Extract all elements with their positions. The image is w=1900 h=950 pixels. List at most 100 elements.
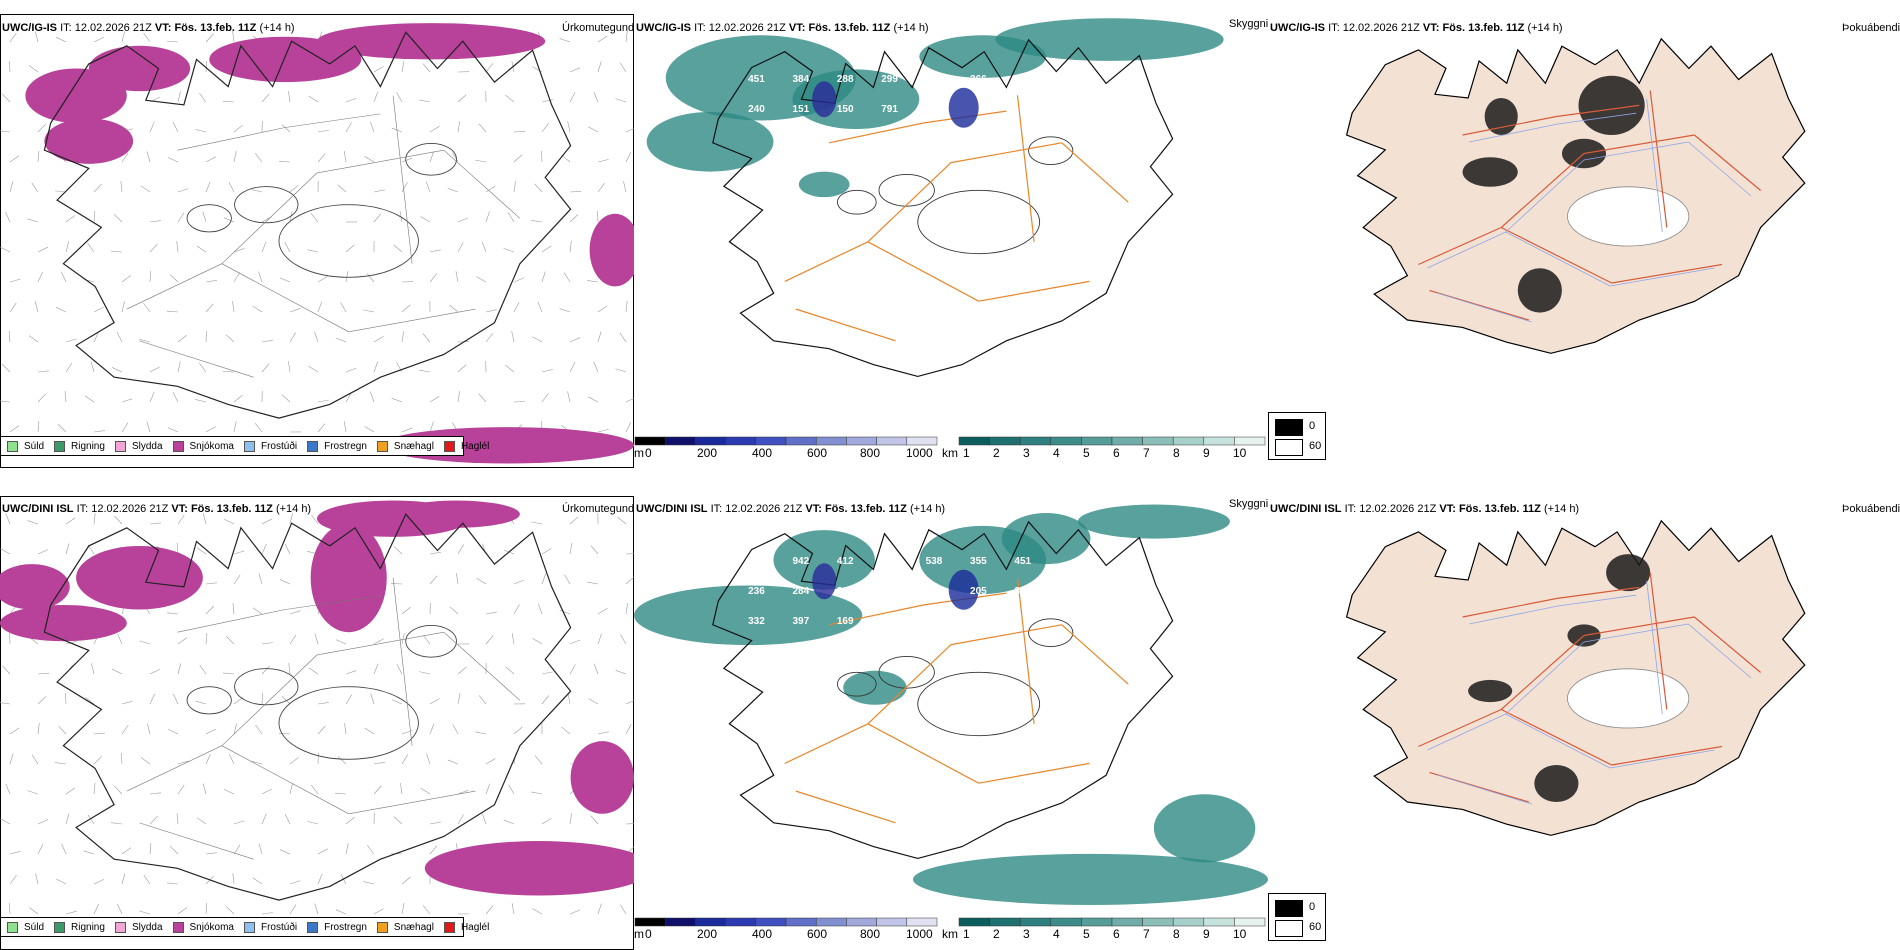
precip-type-panel-bottom [0,496,634,950]
lead-time: (+14 h) [1543,503,1580,515]
wind-barb [37,723,40,735]
wind-barb [422,63,431,73]
wind-barb [335,337,347,343]
panel-title-fog-bottom: Þokuábendi [1842,503,1900,515]
wind-barb [314,633,319,645]
colorbar-segment [958,917,990,927]
ceiling-colorbar-bottom [634,917,938,927]
wind-barb [172,392,179,403]
wind-barb [5,513,11,525]
wind-barb [279,579,291,585]
road-line [828,122,924,144]
wind-barb [205,181,211,193]
wind-barb [177,637,188,645]
valid-label: VT: [805,503,822,515]
wind-barb [625,152,632,163]
road-line [1611,263,1723,284]
wind-barb [121,724,129,735]
legend-label: Frostúði [260,921,298,933]
wind-barb [93,513,96,525]
wind-barb [429,421,434,433]
visibility-unit: km [942,927,958,941]
glacier-area [1567,186,1690,247]
wind-barb [564,574,571,585]
road-line [348,308,476,333]
wind-barb [172,122,179,133]
wind-barb [429,723,435,735]
wind-barb [37,393,46,403]
fog-map-bottom [1345,519,1806,836]
wind-barb [366,273,375,283]
wind-barb [307,249,319,253]
wind-barb [478,695,487,705]
wind-barb [93,211,96,223]
wind-barb [422,333,431,343]
wind-barb [58,725,67,735]
glacier-outline [917,189,1041,255]
wind-barb [569,214,579,223]
wind-barb [121,152,129,163]
wind-barb [223,789,235,795]
low-ceiling-cell [812,81,837,118]
wind-barb [233,151,237,163]
lead-time: (+14 h) [275,503,312,515]
road-line [1437,292,1532,323]
wind-barb [532,336,543,343]
wind-barb [420,787,431,795]
wind-barb [205,60,207,73]
iceland-outline [1345,519,1806,836]
wind-barb [559,609,571,615]
road-line [1437,774,1532,805]
wind-barb [534,183,543,193]
fog-legend-label: 0 [1309,420,1316,432]
legend-swatch [7,921,18,933]
iceland-outline [712,38,1174,378]
wind-barb [625,421,632,433]
wind-barb [91,663,95,675]
wind-barb [422,905,431,915]
visibility-value-label: 126 [1014,74,1031,85]
fog-swatch [1275,900,1303,917]
wind-barb [83,850,95,855]
visibility-value-label: 538 [926,556,943,567]
wind-barb [55,190,67,193]
wind-barb [177,188,189,193]
wind-barb [541,99,553,103]
wind-barb [485,309,497,313]
panel-header-fog-top: UWC/IG-IS IT: 12.02.2026 21Z VT: Fös. 13… [1270,22,1563,35]
wind-barb [261,543,267,555]
legend-swatch [114,921,126,933]
wind-barb [513,302,520,313]
wind-barb [177,907,188,915]
road-line [1556,586,1640,600]
wind-barb [177,663,182,675]
wind-barb [457,242,464,253]
init-time: 12.02.2026 21Z [725,503,803,515]
colorbar-segment [1172,436,1205,446]
glacier-outline [278,686,419,760]
visibility-value-label: 572 [748,556,765,567]
wind-barb [531,219,543,223]
road-line [1469,123,1558,143]
wind-barb [541,369,553,373]
wind-barb [513,181,516,193]
wind-barb [57,424,67,433]
wind-barb [37,696,47,705]
wind-barb [625,603,628,615]
legend-item: Frostregn [307,440,367,452]
wind-barb [0,400,11,403]
wind-barb [111,367,123,373]
wind-barb [167,728,179,735]
wind-barb [143,32,151,43]
colorbar-segment [725,436,757,446]
wind-barb [87,242,95,253]
legend-item: Súld [7,440,44,452]
ceiling-tick: 600 [807,446,828,460]
wind-barb [335,909,347,915]
visibility-value-label: 337 [881,556,898,567]
wind-barb [513,154,523,163]
wind-barb [625,724,632,735]
wind-barb [478,393,487,403]
wind-barb [455,271,459,283]
field-blob [0,564,70,610]
